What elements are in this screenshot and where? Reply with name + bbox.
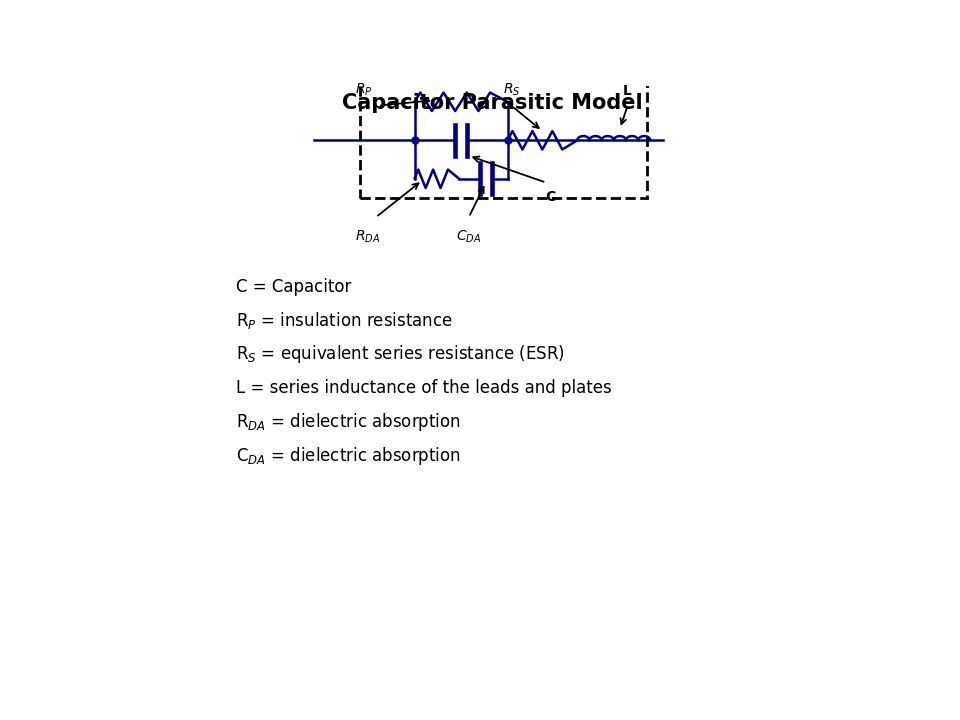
Text: L = series inductance of the leads and plates: L = series inductance of the leads and p… (236, 379, 612, 397)
Text: C = Capacitor: C = Capacitor (236, 278, 351, 296)
Text: L: L (623, 84, 632, 98)
Text: R$_P$ = insulation resistance: R$_P$ = insulation resistance (236, 310, 453, 331)
Text: $R_S$: $R_S$ (503, 81, 520, 98)
Text: R$_{DA}$ = dielectric absorption: R$_{DA}$ = dielectric absorption (236, 411, 461, 433)
Text: C$_{DA}$ = dielectric absorption: C$_{DA}$ = dielectric absorption (236, 445, 461, 467)
Text: R$_S$ = equivalent series resistance (ESR): R$_S$ = equivalent series resistance (ES… (236, 343, 565, 365)
Text: Capacitor Parasitic Model: Capacitor Parasitic Model (342, 94, 642, 113)
Text: $R_P$: $R_P$ (355, 81, 372, 98)
Text: $R_{DA}$: $R_{DA}$ (355, 229, 380, 246)
Text: C: C (545, 190, 555, 204)
Bar (360, 83, 647, 198)
Text: $C_{DA}$: $C_{DA}$ (456, 229, 481, 246)
